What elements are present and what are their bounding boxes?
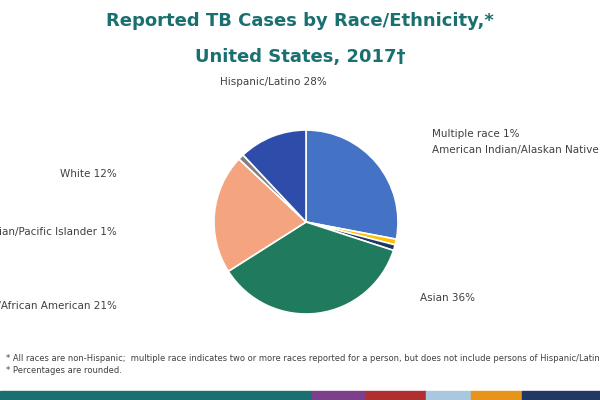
Bar: [0, 391, 312, 400]
Text: Native Hawaiian/Pacific Islander 1%: Native Hawaiian/Pacific Islander 1%: [0, 227, 117, 237]
Wedge shape: [229, 222, 394, 314]
Wedge shape: [306, 130, 398, 239]
Wedge shape: [306, 222, 395, 250]
Text: Hispanic/Latino 28%: Hispanic/Latino 28%: [220, 77, 326, 87]
Bar: [312, 391, 366, 400]
Text: * Percentages are rounded.: * Percentages are rounded.: [6, 366, 122, 375]
Text: White 12%: White 12%: [60, 169, 117, 179]
Text: Multiple race 1%: Multiple race 1%: [432, 129, 520, 139]
Bar: [522, 391, 600, 400]
Text: Black/African American 21%: Black/African American 21%: [0, 301, 117, 311]
Text: Reported TB Cases by Race/Ethnicity,*: Reported TB Cases by Race/Ethnicity,*: [106, 12, 494, 30]
Text: American Indian/Alaskan Native  1%: American Indian/Alaskan Native 1%: [432, 145, 600, 155]
Text: Asian 36%: Asian 36%: [420, 293, 475, 303]
Bar: [426, 391, 471, 400]
Bar: [366, 391, 426, 400]
Wedge shape: [214, 159, 306, 271]
Wedge shape: [306, 222, 397, 245]
Wedge shape: [239, 155, 306, 222]
Text: United States, 2017†: United States, 2017†: [195, 48, 405, 66]
Text: * All races are non-Hispanic;  multiple race indicates two or more races reporte: * All races are non-Hispanic; multiple r…: [6, 354, 600, 363]
Bar: [471, 391, 522, 400]
Wedge shape: [243, 130, 306, 222]
